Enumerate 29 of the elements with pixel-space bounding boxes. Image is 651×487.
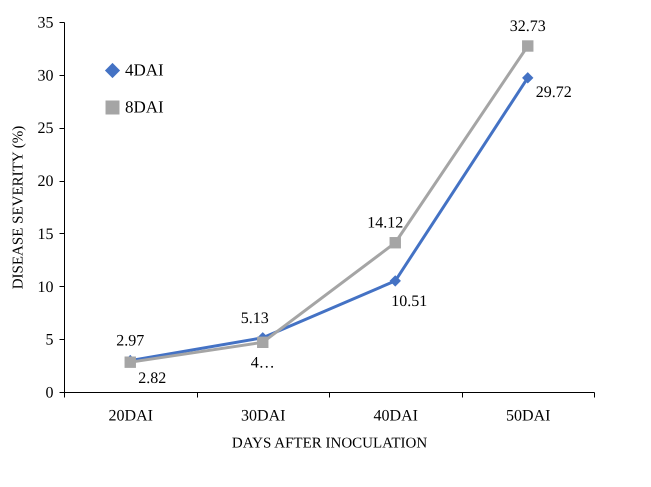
y-axis-title: DISEASE SEVERITY (%)	[10, 126, 26, 290]
y-tick-label: 30	[38, 67, 54, 84]
point	[522, 72, 534, 84]
data-label: 10.51	[391, 292, 428, 310]
data-label: 2.97	[116, 332, 144, 350]
x-tick-label: 20DAI	[108, 408, 153, 424]
data-label: 32.73	[510, 18, 546, 35]
x-tick-label: 50DAI	[506, 408, 550, 424]
data-label: 4…	[250, 354, 275, 372]
y-tick-label: 35	[38, 14, 54, 32]
y-tick-label: 20	[38, 173, 54, 190]
data-label: 29.72	[536, 84, 572, 101]
y-tick-label: 5	[46, 332, 54, 349]
data-label: 2.82	[138, 370, 166, 388]
data-label: 14.12	[367, 214, 404, 232]
point	[390, 275, 401, 287]
x-tick-label: 30DAI	[241, 408, 286, 424]
y-tick-label: 0	[46, 384, 54, 402]
y-tick-label: 10	[38, 278, 54, 296]
point	[390, 237, 401, 248]
legend-label: 4DAI	[125, 60, 164, 80]
data-label: 5.13	[240, 310, 269, 327]
point	[522, 40, 534, 52]
y-tick-label: 15	[38, 226, 54, 243]
y-tick-label: 25	[38, 120, 54, 138]
x-axis-title: DAYS AFTER INOCULATION	[232, 436, 428, 452]
legend-label: 8DAI	[125, 98, 164, 116]
x-tick-label: 40DAI	[374, 408, 418, 424]
point	[257, 336, 268, 348]
